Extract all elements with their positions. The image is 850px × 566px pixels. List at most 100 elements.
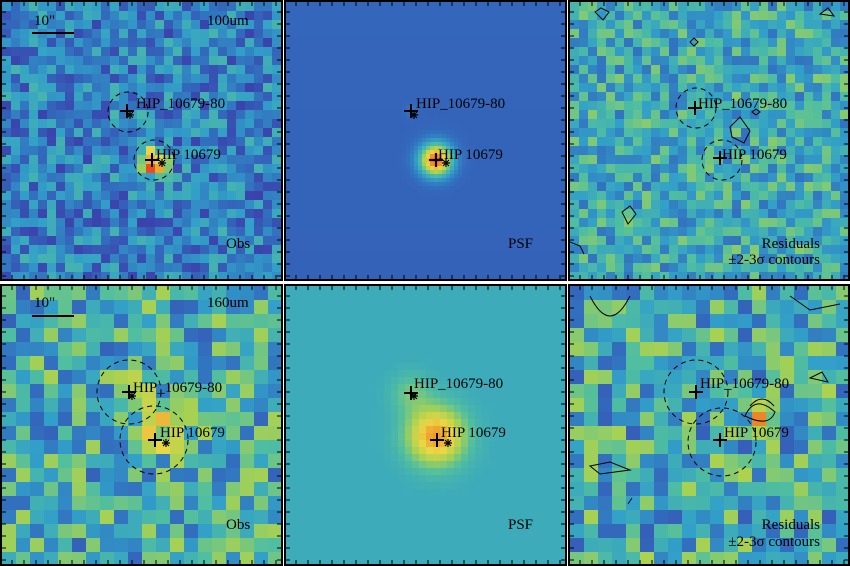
map-pixel [502,18,507,23]
map-pixel [318,58,323,63]
map-pixel [47,155,57,165]
map-pixel [390,134,395,139]
map-pixel [458,122,463,127]
map-pixel [366,50,371,55]
map-pixel [490,18,495,23]
map-pixel [402,214,407,219]
map-pixel [272,29,281,39]
map-pixel [518,114,523,119]
map-pixel [330,170,335,175]
map-pixel [350,206,355,211]
map-pixel [263,137,273,147]
map-pixel [318,206,323,211]
map-pixel [414,18,419,23]
map-pixel [310,66,315,71]
map-pixel [470,178,475,183]
map-pixel [394,130,399,135]
map-pixel [322,126,327,131]
map-pixel [294,126,299,131]
map-pixel [302,22,307,27]
map-pixel [506,30,511,35]
map-pixel [478,190,483,195]
map-pixel [414,170,419,175]
map-pixel [342,130,347,135]
map-pixel [494,166,499,171]
map-pixel [466,154,471,159]
map-pixel [526,54,531,59]
map-pixel [334,198,339,203]
map-pixel [410,150,415,155]
map-pixel [442,122,447,127]
map-pixel [558,146,563,151]
map-pixel [434,94,439,99]
map-pixel [534,58,539,63]
map-pixel [38,38,48,48]
map-pixel [310,70,315,75]
map-pixel [402,142,407,147]
map-pixel [56,146,66,156]
map-pixel [394,18,399,23]
map-pixel [422,166,427,171]
map-pixel [302,194,307,199]
map-pixel [362,90,367,95]
map-pixel [510,206,515,211]
map-pixel [302,86,307,91]
map-pixel [502,70,507,75]
map-pixel [474,186,479,191]
map-pixel [342,178,347,183]
map-pixel [474,174,479,179]
map-pixel [502,58,507,63]
map-pixel [482,90,487,95]
map-pixel [302,38,307,43]
map-pixel [510,14,515,19]
map-pixel [566,54,567,59]
map-pixel [362,98,367,103]
map-pixel [302,150,307,155]
map-pixel [478,86,483,91]
map-pixel [281,209,283,219]
map-pixel [406,146,411,151]
map-pixel [346,122,351,127]
map-pixel [418,134,423,139]
map-pixel [326,206,331,211]
map-pixel [474,62,479,67]
map-pixel [218,101,228,111]
map-pixel [342,42,347,47]
map-pixel [358,38,363,43]
map-pixel [346,114,351,119]
map-pixel [155,29,165,39]
map-pixel [462,134,467,139]
map-pixel [47,2,57,12]
map-pixel [374,58,379,63]
map-pixel [554,134,559,139]
map-pixel [418,90,423,95]
map-pixel [522,62,527,67]
map-pixel [358,58,363,63]
map-pixel [470,50,475,55]
map-pixel [263,110,273,120]
map-pixel [334,66,339,71]
map-pixel [374,46,379,51]
map-pixel [474,10,479,15]
map-pixel [128,263,138,273]
map-pixel [398,158,403,163]
map-pixel [522,118,527,123]
map-pixel [522,190,527,195]
map-pixel [263,155,273,165]
map-pixel [538,2,543,7]
map-pixel [119,272,129,279]
map-pixel [502,174,507,179]
map-pixel [290,142,295,147]
map-pixel [200,200,210,210]
map-pixel [470,86,475,91]
map-pixel [294,138,299,143]
map-pixel [20,29,30,39]
map-pixel [470,62,475,67]
map-pixel [542,146,547,151]
map-pixel [334,2,339,7]
map-pixel [426,142,431,147]
map-pixel [510,18,515,23]
map-pixel [200,227,210,237]
map-pixel [486,62,491,67]
map-pixel [101,38,111,48]
